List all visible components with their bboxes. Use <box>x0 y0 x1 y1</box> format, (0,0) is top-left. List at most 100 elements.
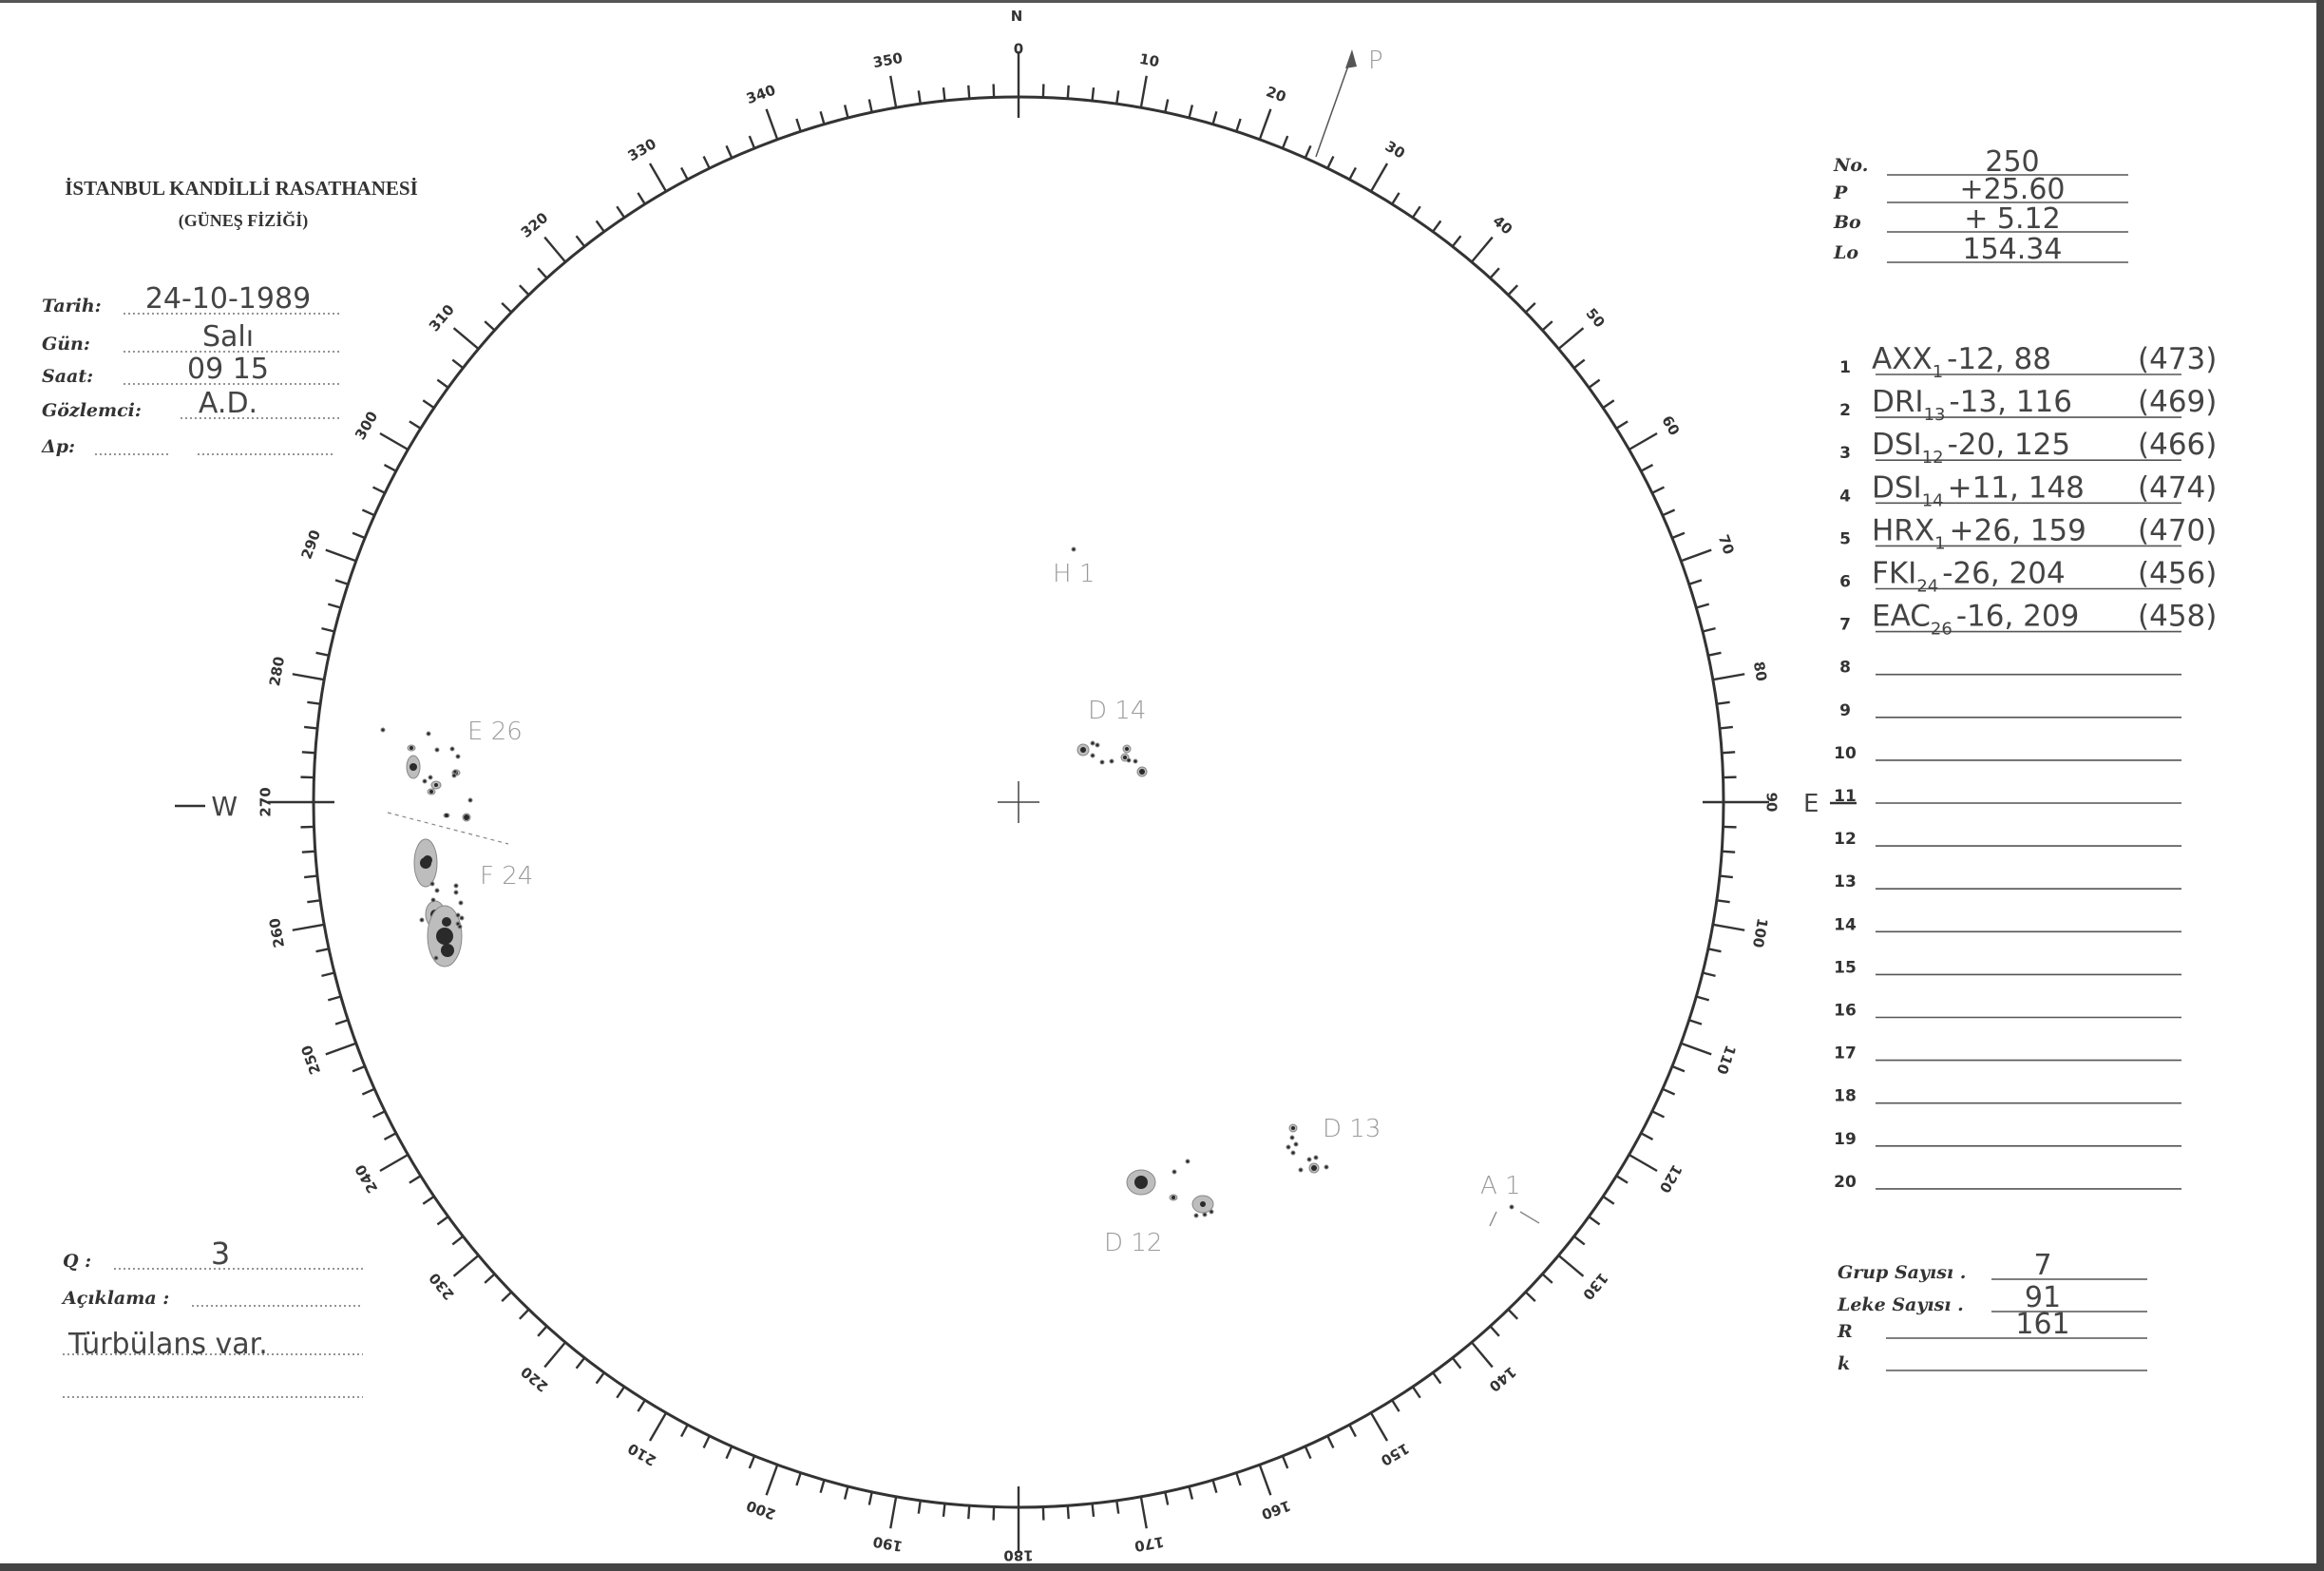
degree-tick <box>1235 118 1242 132</box>
sunspot-umbra <box>1127 758 1131 762</box>
field-label: Saat: <box>42 366 93 387</box>
degree-tick <box>748 135 756 149</box>
degree-tick <box>1507 1308 1519 1320</box>
degree-tick <box>1602 1195 1615 1205</box>
degree-tick <box>1471 236 1494 263</box>
degree-tick <box>1304 144 1312 159</box>
sunspot-umbra <box>460 916 464 920</box>
sunspot-umbra <box>1210 1210 1213 1214</box>
group-number-sub: 14 <box>1922 490 1944 510</box>
field-label: Gözlemci: <box>42 400 142 421</box>
degree-tick <box>765 108 779 141</box>
degree-tick <box>436 378 449 389</box>
group-label-f24: F 24 <box>480 862 533 891</box>
group-entry: AXX1 -12, 88 <box>1872 342 2051 382</box>
sunspot-umbra <box>423 855 432 865</box>
group-label-e26: E 26 <box>467 718 523 746</box>
sunspot <box>1293 1141 1299 1147</box>
degree-tick <box>543 1341 566 1369</box>
degree-tick <box>1651 1110 1666 1119</box>
seeing-value: 3 <box>211 1236 230 1272</box>
degree-tick <box>819 110 826 125</box>
pole-axis-arrowhead <box>1345 49 1357 68</box>
degree-tick <box>1716 899 1730 904</box>
sunspot-umbra <box>442 917 451 927</box>
group-noaa: (466) <box>2138 428 2217 462</box>
degree-tick <box>409 1175 422 1184</box>
degree-tick <box>889 1496 898 1529</box>
degree-tick <box>1326 1435 1335 1449</box>
sunspot-umbra <box>1203 1213 1207 1217</box>
sunspot-umbra <box>410 763 417 771</box>
pole-axis-line <box>1315 54 1353 158</box>
count-field: Grup Sayısı . 7 <box>1838 1249 2147 1283</box>
seeing-field: Q : 3 <box>63 1236 363 1272</box>
degree-tick <box>1326 155 1335 169</box>
degree-tick <box>1091 87 1095 102</box>
sunspot-umbra <box>435 889 439 892</box>
sunspot-umbra <box>1294 1142 1298 1146</box>
degree-tick <box>371 486 386 494</box>
degree-tick <box>1702 971 1716 978</box>
sunspot-umbra <box>1091 754 1095 757</box>
sunspot <box>1090 753 1095 758</box>
sunspot-umbra <box>1194 1214 1198 1217</box>
sunspot-umbra <box>1307 1158 1311 1161</box>
observation-field: Gün: Salı <box>42 320 340 354</box>
degree-tick <box>315 948 330 953</box>
group-number: 7 <box>1839 616 1851 635</box>
sunspot <box>1191 1195 1214 1214</box>
group-class: FKI <box>1872 557 1916 591</box>
sunspot-umbra <box>456 922 460 926</box>
sunspot <box>1290 1150 1296 1156</box>
sunspot <box>1185 1159 1191 1164</box>
sunspot <box>1306 1157 1312 1162</box>
sunspot-umbra <box>459 901 463 905</box>
sunspot-umbra <box>450 747 454 751</box>
degree-tick <box>1541 320 1553 332</box>
sunspot <box>1071 546 1076 552</box>
sunspot <box>426 731 431 737</box>
degree-tick <box>518 1308 530 1320</box>
sunspot <box>419 917 425 923</box>
group-number: 12 <box>1834 830 1857 849</box>
observation-field: Tarih: 24-10-1989 <box>42 282 340 316</box>
sunspot-umbra <box>458 925 462 929</box>
degree-tick <box>867 99 873 113</box>
degree-tick <box>1348 1424 1357 1438</box>
sunspot-umbra <box>1172 1170 1176 1174</box>
group-number: 9 <box>1839 701 1851 720</box>
group-row: 9 <box>1839 701 2181 720</box>
sunspot <box>1289 1135 1295 1140</box>
degree-label: 80 <box>1750 661 1770 683</box>
sunspot-umbra <box>445 814 448 817</box>
scan-border-top <box>0 0 2324 3</box>
degree-label: 110 <box>1713 1043 1740 1077</box>
degree-tick <box>422 399 435 410</box>
sunspot <box>443 813 450 818</box>
count-value: 91 <box>2025 1281 2061 1314</box>
sunspot <box>429 881 435 887</box>
sunspot <box>1109 758 1114 764</box>
group-list: 1 AXX1 -12, 88 (473)2 DRI13 -13, 116 (469)3 DSI… <box>1834 342 2217 1192</box>
remarks-label: Açıklama : <box>61 1288 169 1309</box>
degree-tick <box>321 971 335 978</box>
degree-tick <box>352 1064 366 1073</box>
group-noaa: (473) <box>2138 342 2217 376</box>
degree-label: 30 <box>1382 138 1408 163</box>
degree-tick <box>1091 1503 1095 1517</box>
ephemeris-label: Lo <box>1833 242 1858 263</box>
group-class: DSI <box>1872 470 1922 505</box>
degree-tick <box>595 220 605 233</box>
degree-tick <box>1411 205 1421 219</box>
group-class: DRI <box>1872 385 1924 419</box>
degree-tick <box>575 235 586 248</box>
sunspot-umbra <box>1291 1126 1295 1130</box>
group-entry: EAC26 -16, 209 <box>1872 600 2079 640</box>
degree-tick <box>637 1399 646 1412</box>
degree-tick <box>725 1446 733 1460</box>
group-row: 20 <box>1834 1173 2181 1192</box>
degree-tick <box>1451 1356 1462 1370</box>
group-number: 16 <box>1834 1002 1857 1021</box>
degree-tick <box>942 1503 946 1517</box>
